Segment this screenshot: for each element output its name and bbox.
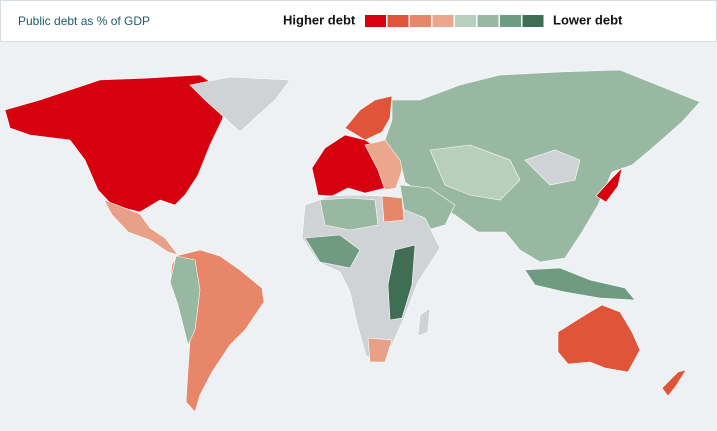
title: Public debt as % of GDP bbox=[18, 14, 150, 28]
north-america bbox=[4, 74, 231, 213]
egypt bbox=[381, 195, 405, 223]
legend-low-label: Lower debt bbox=[553, 12, 623, 27]
legend-swatch bbox=[387, 15, 409, 27]
japan bbox=[595, 167, 623, 203]
legend-swatches bbox=[365, 15, 544, 27]
west-africa bbox=[304, 234, 361, 269]
legend-high-label: Higher debt bbox=[283, 12, 356, 27]
greenland bbox=[189, 76, 291, 133]
legend-swatch bbox=[522, 15, 544, 27]
map bbox=[4, 69, 701, 413]
legend-swatch bbox=[365, 15, 386, 27]
legend-swatch bbox=[455, 15, 476, 27]
east-africa bbox=[387, 244, 416, 321]
north-africa bbox=[319, 197, 379, 231]
legend-swatch bbox=[500, 15, 521, 27]
legend-swatch bbox=[432, 15, 454, 27]
central-america bbox=[103, 199, 179, 256]
central-asia bbox=[429, 144, 521, 201]
madagascar bbox=[417, 307, 431, 337]
australia bbox=[557, 304, 641, 373]
south-america-west bbox=[169, 255, 201, 346]
china-east bbox=[524, 149, 581, 186]
new-zealand bbox=[661, 369, 687, 397]
header-bar bbox=[0, 0, 717, 42]
scandinavia bbox=[344, 95, 393, 141]
legend-swatch bbox=[410, 15, 431, 27]
legend-swatch bbox=[477, 15, 499, 27]
southern-africa bbox=[367, 337, 393, 363]
southeast-asia bbox=[524, 267, 636, 301]
